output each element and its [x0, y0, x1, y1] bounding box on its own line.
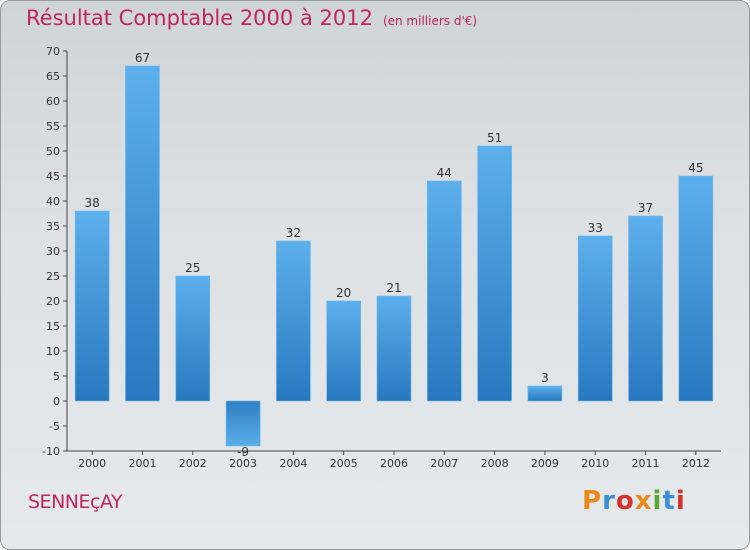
y-tick-label: 0	[53, 395, 60, 408]
x-tick-label: 2002	[179, 457, 207, 470]
data-label: 45	[688, 161, 703, 175]
y-tick-label: 55	[46, 120, 60, 133]
x-tick-label: 2011	[632, 457, 660, 470]
y-tick-label: 40	[46, 195, 60, 208]
bar	[125, 65, 160, 402]
data-label: 67	[135, 51, 150, 65]
data-label: 20	[336, 286, 351, 300]
bar	[427, 180, 462, 402]
logo-letter: r	[602, 486, 616, 516]
x-tick-label: 2001	[128, 457, 156, 470]
y-tick-label: 65	[46, 70, 60, 83]
data-label: 44	[437, 166, 452, 180]
y-tick-label: 5	[53, 370, 60, 383]
x-tick-label: 2008	[481, 457, 509, 470]
x-tick-label: 2007	[430, 457, 458, 470]
x-tick-label: 2004	[279, 457, 307, 470]
bar	[577, 235, 613, 402]
x-tick-label: 2010	[581, 457, 609, 470]
bar	[376, 295, 412, 402]
data-label: 37	[638, 201, 653, 215]
y-tick-label: -5	[49, 420, 60, 433]
y-tick-label: 45	[46, 170, 60, 183]
y-axis-ticks: -10 -5 0 5 10 15 20 25 30 35 40 45 50 55 60 65 70	[42, 45, 67, 458]
logo-letter: i	[675, 486, 686, 516]
data-label: 21	[386, 281, 401, 295]
y-tick-label: 60	[46, 95, 60, 108]
bar	[225, 400, 261, 447]
bar	[678, 175, 714, 402]
bar	[628, 215, 663, 402]
data-label: 3	[541, 371, 549, 385]
logo-letter: t	[662, 486, 676, 516]
x-axis-ticks: 2000 2001 2002 2003 2004 2005 2006 2007 2008 2009…	[78, 451, 710, 470]
data-label: 51	[487, 131, 502, 145]
chart-subtitle: (en milliers d'€)	[382, 14, 478, 28]
logo-letter: P	[582, 486, 603, 516]
bar	[527, 385, 563, 402]
y-tick-label: 25	[46, 270, 60, 283]
y-tick-label: 10	[46, 345, 60, 358]
logo-letter: o	[615, 486, 635, 516]
x-tick-label: 2012	[682, 457, 710, 470]
bar	[477, 145, 512, 402]
data-label: 25	[185, 261, 200, 275]
y-tick-label: 70	[46, 45, 60, 58]
x-tick-label: 2003	[229, 457, 257, 470]
data-label: 33	[588, 221, 603, 235]
y-tick-label: -10	[42, 445, 60, 458]
y-tick-label: 30	[46, 245, 60, 258]
chart-title: Résultat Comptable 2000 à 2012 (en millie…	[26, 6, 478, 30]
x-tick-label: 2006	[380, 457, 408, 470]
y-tick-label: 15	[46, 320, 60, 333]
y-tick-label: 35	[46, 220, 60, 233]
x-tick-label: 2005	[330, 457, 358, 470]
city-name: SENNEçAY	[28, 491, 123, 513]
x-tick-label: 2009	[531, 457, 559, 470]
data-label: 32	[286, 226, 301, 240]
logo-letter: i	[652, 486, 663, 516]
logo-letter: x	[634, 486, 653, 516]
data-label: 38	[85, 196, 100, 210]
y-tick-label: 50	[46, 145, 60, 158]
bar	[175, 275, 211, 402]
x-tick-label: 2000	[78, 457, 106, 470]
bar	[74, 210, 110, 402]
bar	[326, 300, 361, 402]
bar	[276, 240, 311, 402]
proxiti-logo: Proxiti	[582, 486, 686, 516]
y-tick-label: 20	[46, 295, 60, 308]
